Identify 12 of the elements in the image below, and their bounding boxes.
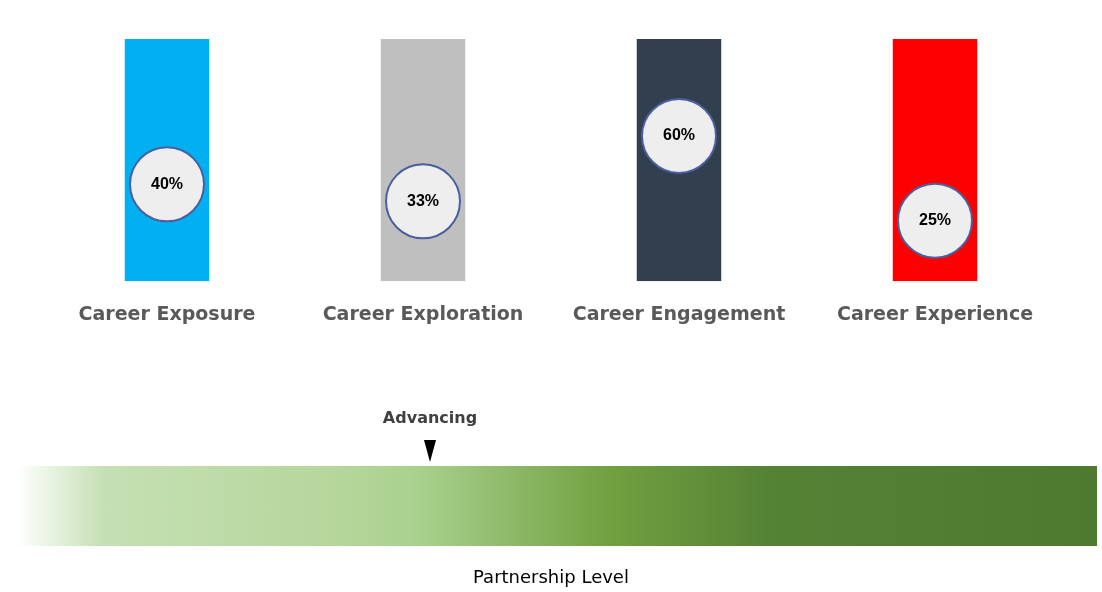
point (897, 182, 973, 259)
x-tick-label: Career Engagement (572, 301, 786, 324)
x-tick-label: Career Exploration (322, 301, 524, 324)
x-tick-label: Career Exposure (78, 301, 256, 324)
data-label: 33% (406, 191, 440, 209)
text: Advancing (381, 408, 479, 427)
data-label: 40% (150, 174, 184, 192)
text: Partnership Level (472, 566, 630, 587)
data-label: 25% (918, 211, 952, 229)
data-label: 60% (662, 126, 696, 144)
x-tick-label: Career Experience (836, 301, 1034, 324)
point (385, 163, 461, 240)
